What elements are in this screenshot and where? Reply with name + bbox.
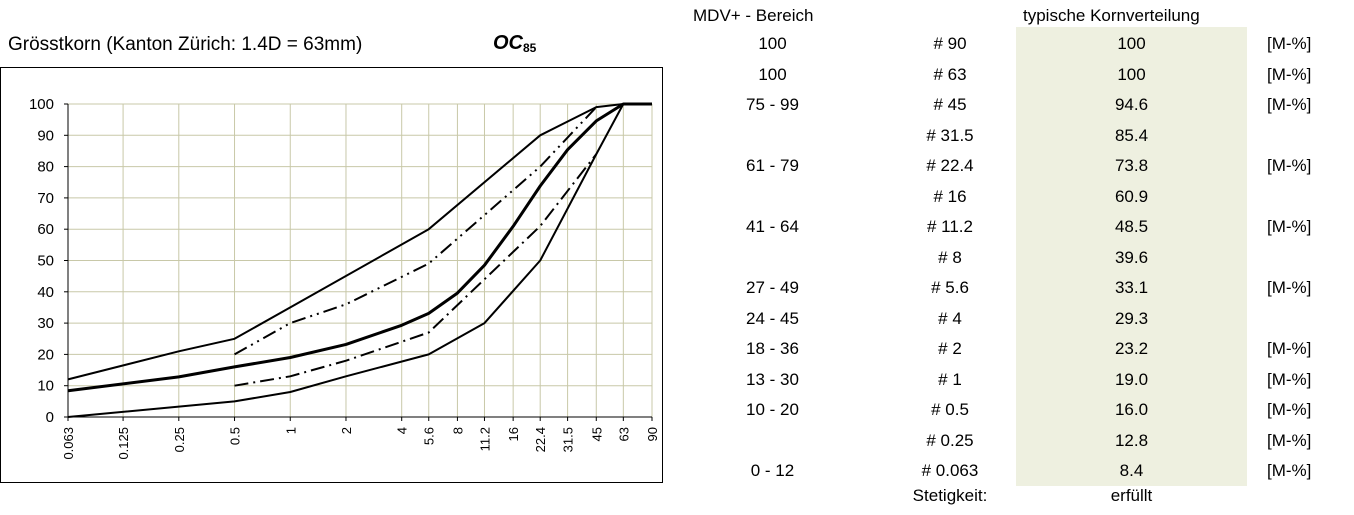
lower-limit-line [67,103,625,418]
row-sieve: # 4 [938,308,962,328]
x-tick-label: 8 [450,427,465,434]
y-tick-label: 10 [37,378,54,395]
row-unit: [M-%] [1267,156,1312,175]
x-tick-label: 16 [506,427,521,441]
row-value: 8.4 [1119,461,1144,480]
row-unit: [M-%] [1267,369,1312,389]
x-tick-label: 22.4 [533,427,548,452]
row-sieve: # 11.2 [926,217,973,236]
row-value: 12.8 [1114,430,1149,450]
material-code-sub: 85 [523,41,537,55]
x-tick-label: 0.063 [61,427,76,460]
dash-dot-lower-line [234,153,598,387]
x-tick-label: 45 [589,427,604,441]
row-value: 73.8 [1114,156,1149,175]
chart-title: Grösstkorn (Kanton Zürich: 1.4D = 63mm) [8,34,363,55]
row-range: 18 - 36 [746,339,799,358]
x-tick-label: 0.125 [116,427,131,460]
row-unit: [M-%] [1267,339,1312,358]
row-unit: [M-%] [1267,461,1312,480]
column-header-range: MDV+ - Bereich [693,6,814,25]
row-value: 100 [1117,64,1146,84]
y-tick-label: 90 [37,127,54,144]
row-sieve: # 8 [938,247,962,267]
stetigkeit-value: erfüllt [1110,486,1153,505]
row-range: 100 [758,34,787,53]
x-tick-label: 90 [645,427,660,441]
row-unit: [M-%] [1267,400,1312,419]
row-value: 85.4 [1114,125,1149,145]
stetigkeit-label: Stetigkeit: [912,486,988,505]
row-value: 60.9 [1114,186,1149,206]
row-unit: [M-%] [1267,34,1312,53]
row-value: 23.2 [1114,339,1149,358]
row-sieve: # 0.5 [931,400,969,419]
x-tick-label: 0.25 [172,427,187,452]
column-header-typical: typische Kornverteilung [1023,6,1200,25]
y-tick-label: 50 [37,253,54,270]
y-tick-label: 40 [37,284,54,301]
x-tick-label: 2 [339,427,354,434]
row-value: 94.6 [1114,95,1149,114]
row-unit: [M-%] [1267,64,1312,84]
y-tick-label: 30 [37,315,54,332]
row-range: 41 - 64 [746,217,799,236]
row-range: 10 - 20 [746,400,799,419]
row-sieve: # 31.5 [926,125,974,145]
typical-values-background [1016,27,1247,486]
dash-dot-upper-line [234,106,598,356]
grading-chart-svg: 0 10 20 30 40 50 60 70 80 90 100 0.063 0.125 0.25 0.5 1… [29,96,660,460]
row-value: 100 [1117,34,1146,53]
material-code: OC [493,32,523,54]
row-sieve: # 22.4 [926,156,974,175]
x-tick-label: 31.5 [561,427,576,452]
row-value: 16.0 [1114,400,1149,419]
x-tick-label: 0.5 [228,427,243,445]
y-tick-label: 0 [46,409,54,426]
x-tick-label: 63 [616,427,631,441]
row-sieve: # 90 [933,34,967,53]
row-value: 39.6 [1114,247,1149,267]
row-range: 24 - 45 [746,308,799,328]
row-sieve: # 2 [938,339,962,358]
row-value: 48.5 [1114,217,1149,236]
row-unit: [M-%] [1267,217,1312,236]
row-unit: [M-%] [1267,430,1312,450]
grading-chart: 0 10 20 30 40 50 60 70 80 90 100 0.063 0.125 0.25 0.5 1… [0,67,663,483]
row-range: 0 - 12 [750,461,795,480]
x-tick-label: 1 [283,427,298,434]
x-tick-label: 4 [395,427,410,434]
row-unit: [M-%] [1267,95,1312,114]
typical-grading-line [67,102,652,393]
material-label: OC85 [493,32,536,55]
row-range: 13 - 30 [746,369,799,389]
y-tick-label: 80 [37,159,54,176]
row-sieve: # 63 [933,64,967,84]
y-tick-label: 70 [37,190,54,207]
row-value: 29.3 [1114,308,1149,328]
row-sieve: # 1 [938,369,962,389]
x-tick-label: 11.2 [477,427,492,451]
x-tick-label: 5.6 [422,427,437,445]
row-sieve: # 5.6 [931,278,969,297]
row-range: 27 - 49 [746,278,799,297]
row-unit: [M-%] [1267,278,1312,297]
row-range: 75 - 99 [746,95,799,114]
row-sieve: # 0.063 [921,461,979,480]
y-tick-label: 100 [29,96,54,113]
row-value: 33.1 [1114,278,1149,297]
row-sieve: # 16 [933,186,967,206]
row-range: 61 - 79 [746,156,799,175]
row-range: 100 [758,64,787,84]
y-tick-label: 60 [37,221,54,238]
row-value: 19.0 [1114,369,1149,389]
upper-limit-line [67,103,624,381]
y-tick-label: 20 [37,346,54,363]
row-sieve: # 0.25 [926,430,974,450]
row-sieve: # 45 [933,95,967,114]
